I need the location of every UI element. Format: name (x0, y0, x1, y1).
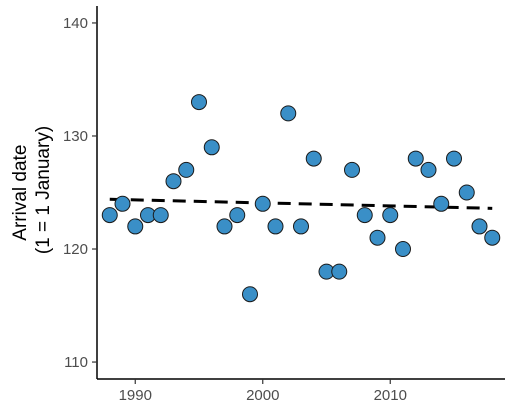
data-point (229, 207, 246, 224)
data-point (242, 286, 258, 303)
y-axis-title: Arrival date (1 = 1 January) (10, 126, 54, 254)
y-tick-label: 130 (63, 128, 88, 145)
x-tick-label: 2010 (374, 387, 407, 404)
data-point (395, 241, 411, 258)
y-axis-title-line-2: (1 = 1 January) (33, 126, 54, 254)
y-axis-ticks: 110 120 130 140 (63, 15, 97, 371)
data-point (127, 218, 144, 235)
data-point (382, 207, 399, 224)
data-point (484, 229, 501, 246)
data-point (101, 207, 118, 224)
data-point (356, 207, 373, 224)
data-point (420, 161, 437, 178)
data-point (114, 195, 131, 212)
data-point (369, 229, 386, 246)
y-tick-label: 140 (63, 15, 88, 32)
x-axis-ticks: 1990 2000 2010 (119, 379, 407, 404)
y-axis-title-line-1: Arrival date (10, 145, 31, 241)
data-point (191, 94, 207, 111)
data-point (344, 161, 360, 178)
data-point (331, 263, 348, 280)
data-point (446, 150, 462, 167)
plot-area (101, 94, 501, 303)
x-tick-label: 2000 (246, 387, 279, 404)
data-point (203, 139, 220, 156)
data-point (433, 195, 450, 212)
y-tick-label: 110 (64, 354, 88, 371)
data-point (280, 105, 297, 122)
data-points-layer (101, 94, 501, 303)
trend-line-layer (109, 197, 493, 210)
x-tick-label: 1990 (119, 387, 152, 404)
trend-line (109, 197, 493, 210)
data-point (458, 184, 475, 201)
data-point (471, 218, 488, 235)
data-point (216, 218, 233, 235)
data-point (254, 195, 271, 212)
data-point (407, 150, 424, 167)
data-point (178, 161, 195, 178)
data-point (305, 150, 322, 167)
y-tick-label: 120 (63, 241, 88, 258)
data-point (293, 218, 309, 235)
data-point (267, 218, 284, 235)
data-point (165, 173, 182, 190)
data-point (152, 207, 169, 224)
